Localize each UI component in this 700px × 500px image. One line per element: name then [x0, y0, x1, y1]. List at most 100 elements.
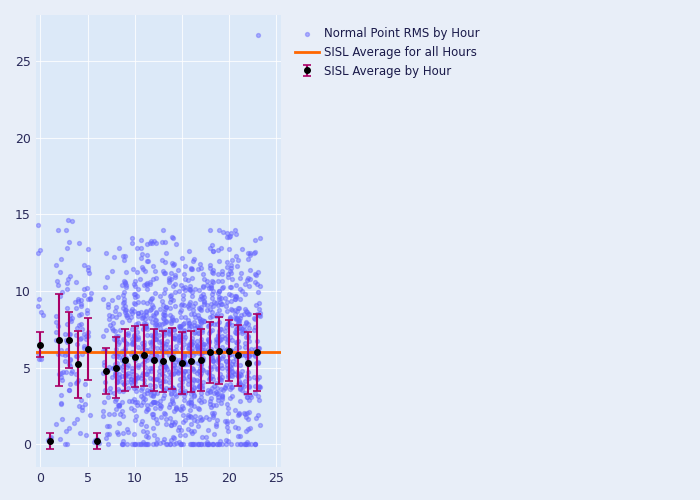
Normal Point RMS by Hour [121, 425, 132, 433]
Normal Point RMS by Hour [120, 370, 132, 378]
Normal Point RMS by Hour [177, 374, 188, 382]
Normal Point RMS by Hour [144, 388, 155, 396]
Normal Point RMS by Hour [215, 294, 226, 302]
Normal Point RMS by Hour [196, 414, 207, 422]
Normal Point RMS by Hour [179, 312, 190, 320]
Normal Point RMS by Hour [140, 346, 151, 354]
Normal Point RMS by Hour [149, 267, 160, 275]
Normal Point RMS by Hour [242, 414, 253, 422]
Normal Point RMS by Hour [156, 414, 167, 422]
Normal Point RMS by Hour [130, 376, 141, 384]
Normal Point RMS by Hour [160, 420, 172, 428]
Normal Point RMS by Hour [212, 336, 223, 344]
Normal Point RMS by Hour [189, 300, 200, 308]
Normal Point RMS by Hour [100, 250, 111, 258]
Normal Point RMS by Hour [242, 368, 253, 376]
Normal Point RMS by Hour [85, 296, 96, 304]
Normal Point RMS by Hour [146, 348, 157, 356]
Normal Point RMS by Hour [195, 371, 206, 379]
Normal Point RMS by Hour [213, 374, 224, 382]
Normal Point RMS by Hour [107, 268, 118, 276]
Normal Point RMS by Hour [232, 338, 243, 345]
Normal Point RMS by Hour [80, 332, 92, 340]
Normal Point RMS by Hour [148, 356, 159, 364]
Normal Point RMS by Hour [136, 374, 147, 382]
Normal Point RMS by Hour [203, 340, 214, 348]
Normal Point RMS by Hour [195, 416, 206, 424]
Normal Point RMS by Hour [111, 352, 122, 360]
Normal Point RMS by Hour [141, 251, 152, 259]
Normal Point RMS by Hour [104, 310, 115, 318]
Normal Point RMS by Hour [193, 346, 204, 354]
Normal Point RMS by Hour [203, 322, 214, 330]
Normal Point RMS by Hour [222, 332, 233, 340]
Normal Point RMS by Hour [208, 382, 219, 390]
Normal Point RMS by Hour [132, 268, 143, 276]
Normal Point RMS by Hour [166, 370, 177, 378]
Normal Point RMS by Hour [110, 396, 121, 404]
Normal Point RMS by Hour [251, 336, 262, 344]
Normal Point RMS by Hour [235, 351, 246, 359]
Normal Point RMS by Hour [170, 342, 181, 350]
Normal Point RMS by Hour [51, 312, 62, 320]
Normal Point RMS by Hour [204, 363, 216, 371]
Normal Point RMS by Hour [244, 352, 255, 360]
Normal Point RMS by Hour [151, 388, 162, 396]
Normal Point RMS by Hour [78, 285, 90, 293]
Normal Point RMS by Hour [212, 278, 223, 285]
Normal Point RMS by Hour [193, 304, 204, 312]
Normal Point RMS by Hour [148, 398, 160, 406]
Normal Point RMS by Hour [160, 378, 171, 386]
Normal Point RMS by Hour [110, 370, 121, 378]
Normal Point RMS by Hour [119, 371, 130, 379]
Normal Point RMS by Hour [128, 440, 139, 448]
Normal Point RMS by Hour [61, 336, 72, 344]
Normal Point RMS by Hour [196, 370, 207, 378]
Normal Point RMS by Hour [146, 338, 158, 346]
Normal Point RMS by Hour [170, 404, 181, 412]
Normal Point RMS by Hour [206, 277, 218, 285]
Normal Point RMS by Hour [110, 405, 121, 413]
Normal Point RMS by Hour [204, 305, 216, 313]
Normal Point RMS by Hour [74, 430, 85, 438]
Normal Point RMS by Hour [249, 270, 260, 278]
Normal Point RMS by Hour [161, 249, 172, 257]
Normal Point RMS by Hour [250, 440, 261, 448]
Normal Point RMS by Hour [161, 338, 172, 345]
Normal Point RMS by Hour [186, 265, 197, 273]
Normal Point RMS by Hour [148, 424, 159, 432]
Normal Point RMS by Hour [244, 310, 255, 318]
Normal Point RMS by Hour [111, 428, 122, 436]
Normal Point RMS by Hour [141, 370, 153, 378]
Normal Point RMS by Hour [147, 311, 158, 319]
Normal Point RMS by Hour [234, 398, 246, 406]
Normal Point RMS by Hour [145, 374, 156, 382]
Normal Point RMS by Hour [113, 293, 124, 301]
Normal Point RMS by Hour [130, 293, 141, 301]
Normal Point RMS by Hour [167, 384, 178, 392]
Normal Point RMS by Hour [60, 428, 71, 436]
Normal Point RMS by Hour [161, 347, 172, 355]
Normal Point RMS by Hour [241, 392, 253, 400]
Normal Point RMS by Hour [225, 385, 236, 393]
Normal Point RMS by Hour [204, 321, 215, 329]
Normal Point RMS by Hour [196, 366, 207, 374]
Normal Point RMS by Hour [146, 410, 158, 418]
Normal Point RMS by Hour [208, 430, 219, 438]
Normal Point RMS by Hour [141, 300, 153, 308]
Normal Point RMS by Hour [202, 440, 213, 448]
Normal Point RMS by Hour [146, 301, 158, 309]
Normal Point RMS by Hour [206, 354, 217, 362]
Normal Point RMS by Hour [127, 306, 138, 314]
Normal Point RMS by Hour [32, 302, 43, 310]
Normal Point RMS by Hour [104, 315, 115, 323]
Normal Point RMS by Hour [167, 399, 178, 407]
Normal Point RMS by Hour [127, 310, 138, 318]
Normal Point RMS by Hour [135, 236, 146, 244]
Normal Point RMS by Hour [203, 336, 214, 344]
Normal Point RMS by Hour [186, 427, 197, 435]
Normal Point RMS by Hour [169, 274, 181, 281]
Normal Point RMS by Hour [60, 350, 71, 358]
Normal Point RMS by Hour [244, 360, 255, 368]
Normal Point RMS by Hour [167, 260, 178, 268]
